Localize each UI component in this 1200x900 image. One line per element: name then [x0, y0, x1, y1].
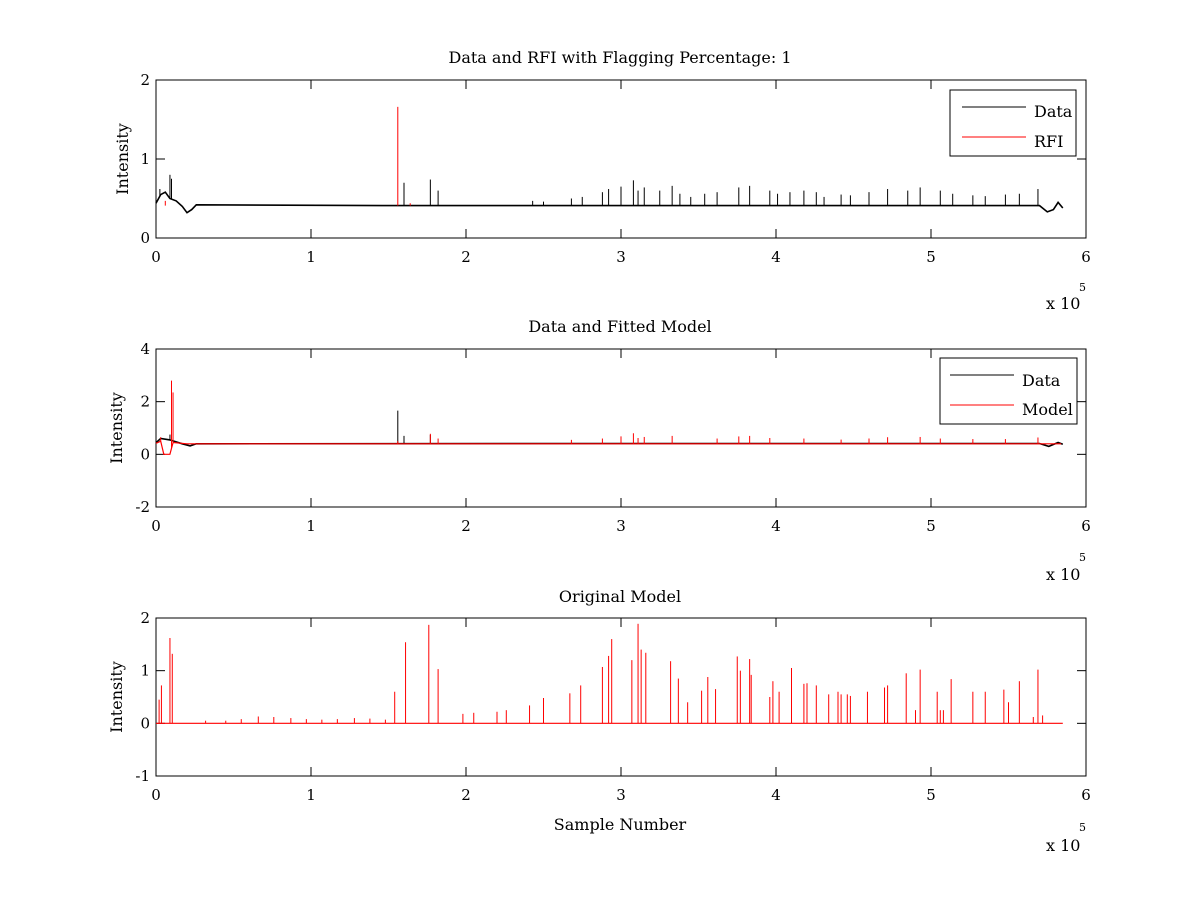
subplot-2-legend: Data Model — [939, 357, 1078, 425]
subplot-2-x-tick-label-4: 4 — [771, 517, 781, 535]
subplot-2-y-axis-label: Intensity — [107, 392, 126, 464]
subplot-2-x-multiplier: x 10 — [1046, 565, 1080, 584]
subplot-1-grid-ticks — [155, 79, 1087, 239]
legend-entry-model: Model — [1022, 400, 1073, 419]
subplot-1-y-axis-label: Intensity — [113, 123, 132, 195]
subplot-1-y-tick-label-1: 1 — [140, 150, 150, 168]
subplot-2-x-tick-label-6: 6 — [1081, 517, 1091, 535]
subplot-1-x-tick-label-5: 5 — [926, 248, 936, 266]
subplot-3-x-tick-label-1: 1 — [306, 786, 316, 804]
subplot-2-x-tick-labels: 0 1 2 3 4 5 6 — [151, 517, 1091, 535]
legend-entry-data-2: Data — [1022, 371, 1061, 390]
subplot-3-x-tick-label-0: 0 — [151, 786, 161, 804]
legend-entry-data: Data — [1034, 102, 1073, 121]
subplot-1-x-tick-label-2: 2 — [461, 248, 471, 266]
subplot-3-x-tick-label-3: 3 — [616, 786, 626, 804]
subplot-2-y-tick-label-0: -2 — [135, 498, 150, 516]
subplot-1-x-tick-label-1: 1 — [306, 248, 316, 266]
subplot-1-frame — [155, 79, 1087, 239]
subplot-1-legend-box — [949, 89, 1077, 157]
subplot-1-y-tick-label-0: 0 — [140, 229, 150, 247]
subplot-2-legend-box — [939, 357, 1078, 425]
subplot-2-y-tick-label-1: 0 — [140, 445, 150, 463]
subplot-2-x-tick-label-0: 0 — [151, 517, 161, 535]
subplot-3-x-tick-label-4: 4 — [771, 786, 781, 804]
subplot-1-x-tick-label-0: 0 — [151, 248, 161, 266]
subplot-1-series — [155, 106, 1064, 214]
subplot-1-x-multiplier-exponent: 5 — [1079, 281, 1086, 294]
subplot-2-y-tick-label-2: 2 — [140, 393, 150, 411]
subplot-1-x-multiplier: x 10 — [1046, 294, 1080, 313]
subplot-1-y-tick-labels: 0 1 2 — [140, 71, 150, 247]
subplot-1: Data and RFI with Flagging Percentage: 1… — [113, 48, 1091, 313]
subplot-2-x-tick-label-5: 5 — [926, 517, 936, 535]
subplot-3-title: Original Model — [559, 587, 681, 606]
subplot-1-x-tick-labels: 0 1 2 3 4 5 6 — [151, 248, 1091, 266]
subplot-3-grid-ticks — [155, 617, 1087, 777]
subplot-2-x-tick-label-3: 3 — [616, 517, 626, 535]
subplot-3-series — [156, 623, 1063, 724]
subplot-1-x-tick-label-3: 3 — [616, 248, 626, 266]
subplot-2-series-model-line — [155, 440, 1062, 455]
subplot-2-x-tick-label-2: 2 — [461, 517, 471, 535]
subplot-3-x-tick-label-5: 5 — [926, 786, 936, 804]
subplot-2-y-tick-label-3: 4 — [140, 340, 150, 358]
subplot-3-x-tick-label-2: 2 — [461, 786, 471, 804]
subplot-3-x-tick-label-6: 6 — [1081, 786, 1091, 804]
subplot-2-series — [155, 380, 1064, 455]
subplot-1-x-tick-label-4: 4 — [771, 248, 781, 266]
subplot-3-x-multiplier: x 10 — [1046, 836, 1080, 855]
subplot-3-frame — [155, 617, 1087, 777]
subplot-2-grid-ticks — [155, 348, 1087, 508]
subplot-3-y-tick-label-0: -1 — [135, 767, 150, 785]
subplot-3-y-tick-labels: -1 0 1 2 — [135, 609, 150, 785]
subplot-1-series-data-line — [155, 191, 1064, 214]
subplot-1-y-tick-label-2: 2 — [140, 71, 150, 89]
subplot-3-x-tick-labels: 0 1 2 3 4 5 6 — [151, 786, 1091, 804]
subplot-1-title: Data and RFI with Flagging Percentage: 1 — [448, 48, 791, 67]
subplot-2-title: Data and Fitted Model — [528, 317, 711, 336]
subplot-2-y-tick-labels: -2 0 2 4 — [135, 340, 150, 516]
subplot-1-legend: Data RFI — [949, 89, 1077, 157]
subplot-3-x-axis-label: Sample Number — [554, 815, 687, 834]
subplot-2-x-multiplier-exponent: 5 — [1079, 551, 1086, 564]
subplot-3-y-tick-label-3: 2 — [140, 609, 150, 627]
subplot-1-x-tick-label-6: 6 — [1081, 248, 1091, 266]
subplot-2-x-tick-label-1: 1 — [306, 517, 316, 535]
subplot-2-frame — [155, 348, 1087, 508]
subplot-3-y-tick-label-1: 0 — [140, 714, 150, 732]
subplot-3-y-axis-label: Intensity — [107, 661, 126, 733]
legend-entry-rfi: RFI — [1034, 132, 1063, 151]
subplot-3-y-tick-label-2: 1 — [140, 662, 150, 680]
subplot-3-x-multiplier-exponent: 5 — [1079, 821, 1086, 834]
